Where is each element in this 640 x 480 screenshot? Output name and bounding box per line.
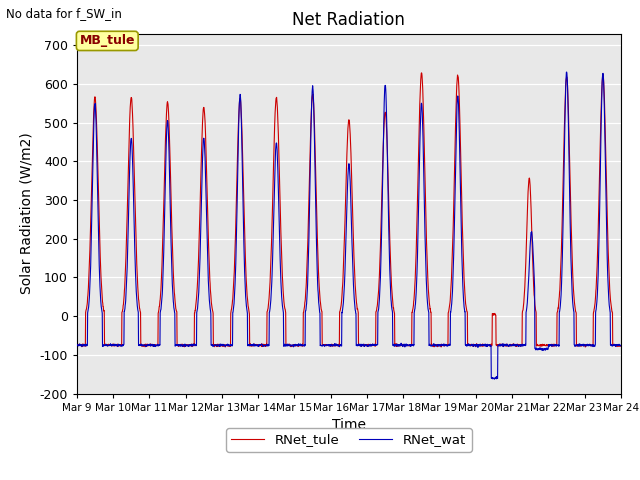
RNet_wat <box>617 342 625 348</box>
RNet_tule <box>225 343 232 348</box>
RNet_tule <box>507 343 515 348</box>
RNet_wat <box>365 343 372 349</box>
RNet_wat <box>376 281 384 287</box>
RNet_tule <box>581 344 589 350</box>
Legend: RNet_tule, RNet_wat: RNet_tule, RNet_wat <box>226 428 472 452</box>
RNet_tule <box>617 343 625 349</box>
RNet_tule <box>584 342 592 348</box>
RNet_wat <box>491 376 499 382</box>
Title: Net Radiation: Net Radiation <box>292 11 405 29</box>
RNet_wat <box>570 304 577 310</box>
RNet_wat <box>584 343 592 348</box>
RNet_tule <box>418 70 426 76</box>
Line: RNet_wat: RNet_wat <box>77 72 621 379</box>
Text: No data for f_SW_in: No data for f_SW_in <box>6 7 122 20</box>
X-axis label: Time: Time <box>332 418 366 432</box>
Text: MB_tule: MB_tule <box>79 35 135 48</box>
RNet_tule <box>569 276 577 282</box>
RNet_tule <box>73 341 81 347</box>
RNet_tule <box>365 342 372 348</box>
RNet_wat <box>563 69 570 75</box>
RNet_wat <box>507 343 515 348</box>
RNet_wat <box>73 343 81 348</box>
RNet_wat <box>225 343 232 348</box>
RNet_tule <box>376 252 384 258</box>
Y-axis label: Solar Radiation (W/m2): Solar Radiation (W/m2) <box>20 133 34 294</box>
Line: RNet_tule: RNet_tule <box>77 73 621 347</box>
